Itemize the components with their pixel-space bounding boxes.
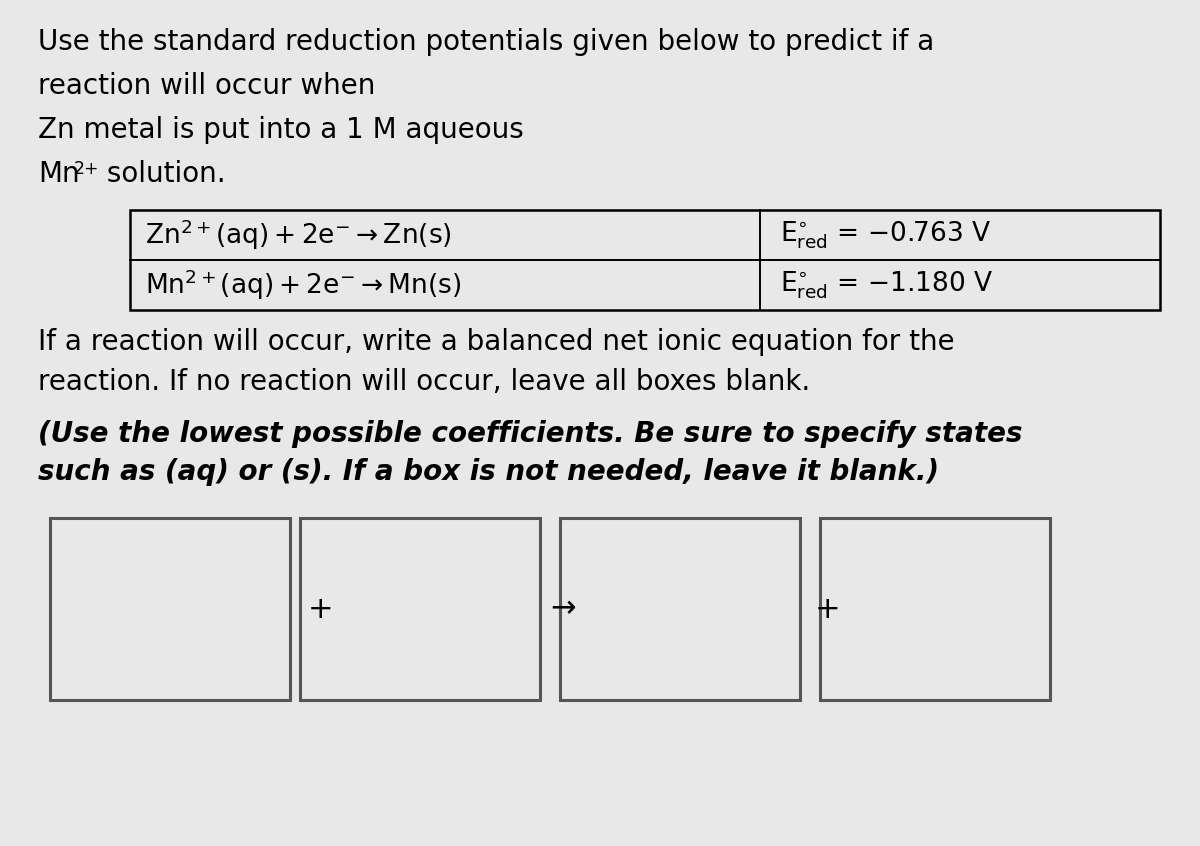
Text: Use the standard reduction potentials given below to predict if a: Use the standard reduction potentials gi… xyxy=(38,28,935,56)
Text: $\mathregular{E^{\circ}_{red}}$ = −1.180 V: $\mathregular{E^{\circ}_{red}}$ = −1.180… xyxy=(780,269,994,300)
Text: such as (aq) or (s). If a box is not needed, leave it blank.): such as (aq) or (s). If a box is not nee… xyxy=(38,458,940,486)
Text: If a reaction will occur, write a balanced net ionic equation for the: If a reaction will occur, write a balanc… xyxy=(38,328,955,356)
Text: $\mathregular{E^{\circ}_{red}}$ = −0.763 V: $\mathregular{E^{\circ}_{red}}$ = −0.763… xyxy=(780,219,991,250)
Bar xyxy=(50,518,290,700)
Text: reaction. If no reaction will occur, leave all boxes blank.: reaction. If no reaction will occur, lea… xyxy=(38,368,810,396)
Text: →: → xyxy=(550,595,576,624)
Text: +: + xyxy=(815,595,841,624)
Text: (Use the lowest possible coefficients. Be sure to specify states: (Use the lowest possible coefficients. B… xyxy=(38,420,1022,448)
Text: $\mathregular{Mn^{2+}(aq) + 2e^{-} \rightarrow Mn(s)}$: $\mathregular{Mn^{2+}(aq) + 2e^{-} \righ… xyxy=(145,267,461,302)
Text: Zn metal is put into a 1 M aqueous: Zn metal is put into a 1 M aqueous xyxy=(38,116,523,144)
Bar xyxy=(560,518,800,700)
Text: Mn: Mn xyxy=(38,160,79,188)
Text: +: + xyxy=(308,595,334,624)
Bar xyxy=(300,518,540,700)
Text: $\mathregular{Zn^{2+}(aq) + 2e^{-} \rightarrow Zn(s)}$: $\mathregular{Zn^{2+}(aq) + 2e^{-} \righ… xyxy=(145,217,451,252)
Bar xyxy=(130,210,1160,310)
Text: solution.: solution. xyxy=(98,160,226,188)
Bar xyxy=(820,518,1050,700)
Text: reaction will occur when: reaction will occur when xyxy=(38,72,376,100)
Text: 2+: 2+ xyxy=(74,160,100,178)
